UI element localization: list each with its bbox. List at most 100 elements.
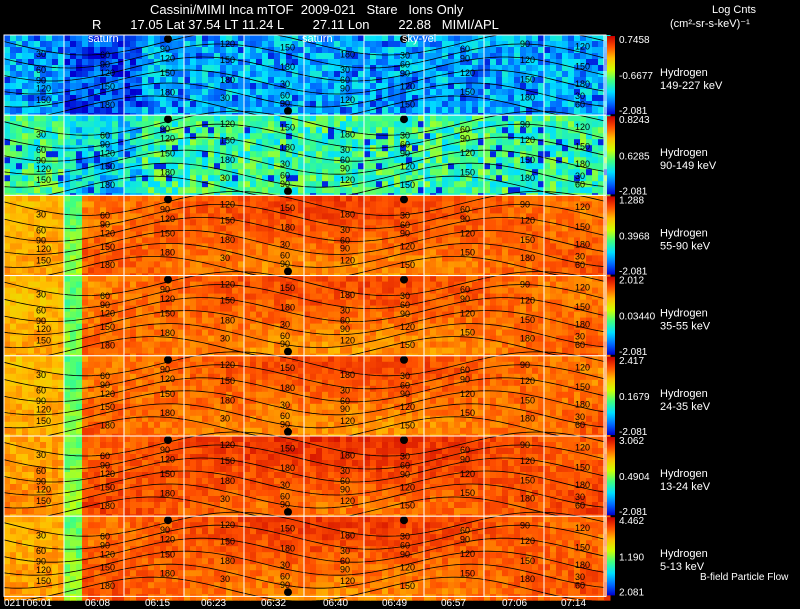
contour-label: 90 <box>400 469 410 479</box>
contour-label: 60 <box>575 260 585 270</box>
colorbar-mid: 1.190 <box>619 552 644 563</box>
contour-label: 30 <box>400 131 410 141</box>
contour-label: 180 <box>220 396 235 406</box>
contour-label: 60 <box>100 130 110 140</box>
saturn-marker <box>400 195 408 204</box>
contour-label: 120 <box>36 164 51 174</box>
contour-label: 90 <box>36 236 46 246</box>
contour-label: 120 <box>340 416 355 426</box>
contour-label: 150 <box>575 462 590 472</box>
contour-label: 150 <box>460 167 475 177</box>
colorbar-min: -2.081 <box>619 186 648 197</box>
contour-label: 120 <box>460 549 475 559</box>
contour-label: 150 <box>520 556 535 566</box>
contour-label: 150 <box>100 242 115 252</box>
saturn-marker <box>284 267 292 276</box>
contour-label: 120 <box>220 440 235 450</box>
colorbar-max: 2.417 <box>619 356 644 367</box>
contour-label: 60 <box>280 171 290 181</box>
header-orbit-info: R 17.05 Lat 37.54 LT 11.24 L 27.11 Lon 2… <box>92 17 499 32</box>
contour-label: 90 <box>36 316 46 326</box>
contour-label: 30 <box>340 225 350 235</box>
contour-label: 180 <box>520 494 535 504</box>
contour-label: 120 <box>36 324 51 334</box>
contour-label: 180 <box>280 463 295 473</box>
contour-label: 180 <box>220 315 235 325</box>
x-tick-label: 06:49 <box>382 598 407 609</box>
contour-label: 30 <box>340 65 350 75</box>
contour-label: 180 <box>100 260 115 270</box>
contour-label: 120 <box>36 244 51 254</box>
contour-label: 60 <box>36 466 46 476</box>
x-tick-label: 06:15 <box>145 598 170 609</box>
contour-label: 150 <box>460 488 475 498</box>
contour-label: 120 <box>520 296 535 306</box>
energy-label: 5-13 keV <box>660 561 705 573</box>
contour-label: 120 <box>160 294 175 304</box>
contour-label: 90 <box>520 520 530 530</box>
contour-label: 150 <box>520 395 535 405</box>
contour-label: 180 <box>575 320 590 330</box>
contour-label: 90 <box>400 550 410 560</box>
contour-label: 30 <box>36 210 46 220</box>
contour-label: 60 <box>100 451 110 461</box>
contour-label: 90 <box>280 580 290 590</box>
contour-label: 90 <box>520 39 530 49</box>
contour-label: 180 <box>100 421 115 431</box>
contour-label: 180 <box>520 414 535 424</box>
colorbar <box>607 517 615 596</box>
contour-label: 60 <box>460 124 470 134</box>
contour-label: 120 <box>520 215 535 225</box>
contour-label: 90 <box>100 300 110 310</box>
contour-label: 90 <box>340 324 350 334</box>
contour-label: 180 <box>160 488 175 498</box>
contour-label: 60 <box>100 211 110 221</box>
contour-label: 30 <box>36 49 46 59</box>
contour-label: 30 <box>340 145 350 155</box>
contour-label: 30 <box>575 492 585 502</box>
contour-label: 60 <box>36 145 46 155</box>
colorbar-mid: -0.6677 <box>619 71 653 82</box>
contour-label: 150 <box>36 255 51 265</box>
contour-label: 180 <box>340 450 355 460</box>
contour-label: 60 <box>575 180 585 190</box>
contour-label: 90 <box>160 525 170 535</box>
contour-label: 60 <box>460 445 470 455</box>
contour-label: 150 <box>575 61 590 71</box>
contour-label: 90 <box>460 134 470 144</box>
contour-label: 180 <box>340 290 355 300</box>
contour-label: 60 <box>100 371 110 381</box>
contour-label: 90 <box>36 557 46 567</box>
contour-label: 60 <box>340 396 350 406</box>
contour-label: 90 <box>280 500 290 510</box>
contour-label: 150 <box>220 376 235 386</box>
species-label: Hydrogen <box>660 67 708 79</box>
energy-label: 90-149 keV <box>660 160 717 172</box>
contour-label: 90 <box>160 204 170 214</box>
contour-label: 150 <box>100 162 115 172</box>
contour-label: 90 <box>520 360 530 370</box>
contour-label: 60 <box>280 491 290 501</box>
contour-label: 120 <box>400 402 415 412</box>
contour-label: 180 <box>220 235 235 245</box>
contour-label: 60 <box>340 235 350 245</box>
contour-label: 150 <box>575 142 590 152</box>
contour-label: 180 <box>520 574 535 584</box>
colorbar-min: -2.081 <box>619 267 648 278</box>
contour-label: 150 <box>400 260 415 270</box>
contour-label: 60 <box>280 411 290 421</box>
contour-label: 60 <box>280 90 290 100</box>
contour-label: 180 <box>100 180 115 190</box>
contour-label: 30 <box>36 450 46 460</box>
contour-label: 150 <box>160 229 175 239</box>
panel-1 <box>4 35 611 120</box>
contour-label: 30 <box>400 532 410 542</box>
contour-label: 30 <box>36 129 46 139</box>
contour-label: 90 <box>340 164 350 174</box>
energy-label: 13-24 keV <box>660 481 711 493</box>
saturn-marker <box>400 516 408 525</box>
contour-label: 90 <box>280 339 290 349</box>
contour-label: 90 <box>160 44 170 54</box>
contour-label: 150 <box>460 328 475 338</box>
contour-label: 30 <box>400 50 410 60</box>
